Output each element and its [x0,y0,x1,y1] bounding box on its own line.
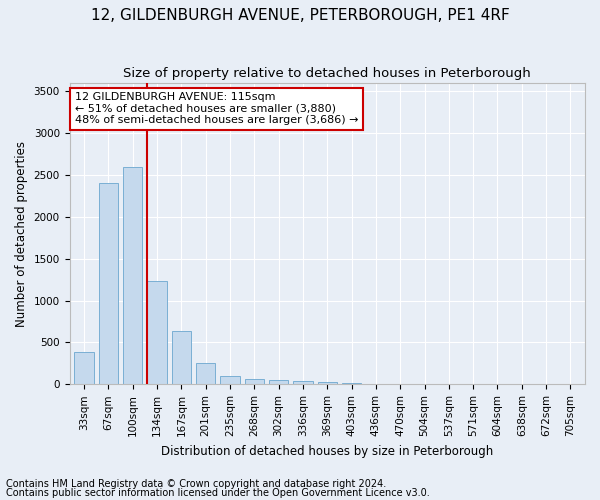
Bar [220,376,240,384]
Y-axis label: Number of detached properties: Number of detached properties [15,140,28,326]
Bar [293,380,313,384]
Text: Contains public sector information licensed under the Open Government Licence v3: Contains public sector information licen… [6,488,430,498]
X-axis label: Distribution of detached houses by size in Peterborough: Distribution of detached houses by size … [161,444,493,458]
Bar [269,380,289,384]
Text: Contains HM Land Registry data © Crown copyright and database right 2024.: Contains HM Land Registry data © Crown c… [6,479,386,489]
Bar [172,331,191,384]
Title: Size of property relative to detached houses in Peterborough: Size of property relative to detached ho… [124,68,531,80]
Text: 12, GILDENBURGH AVENUE, PETERBOROUGH, PE1 4RF: 12, GILDENBURGH AVENUE, PETERBOROUGH, PE… [91,8,509,22]
Bar [245,380,264,384]
Bar [196,362,215,384]
Text: 12 GILDENBURGH AVENUE: 115sqm
← 51% of detached houses are smaller (3,880)
48% o: 12 GILDENBURGH AVENUE: 115sqm ← 51% of d… [74,92,358,126]
Bar [123,166,142,384]
Bar [342,382,361,384]
Bar [148,280,167,384]
Bar [99,184,118,384]
Bar [317,382,337,384]
Bar [74,352,94,384]
